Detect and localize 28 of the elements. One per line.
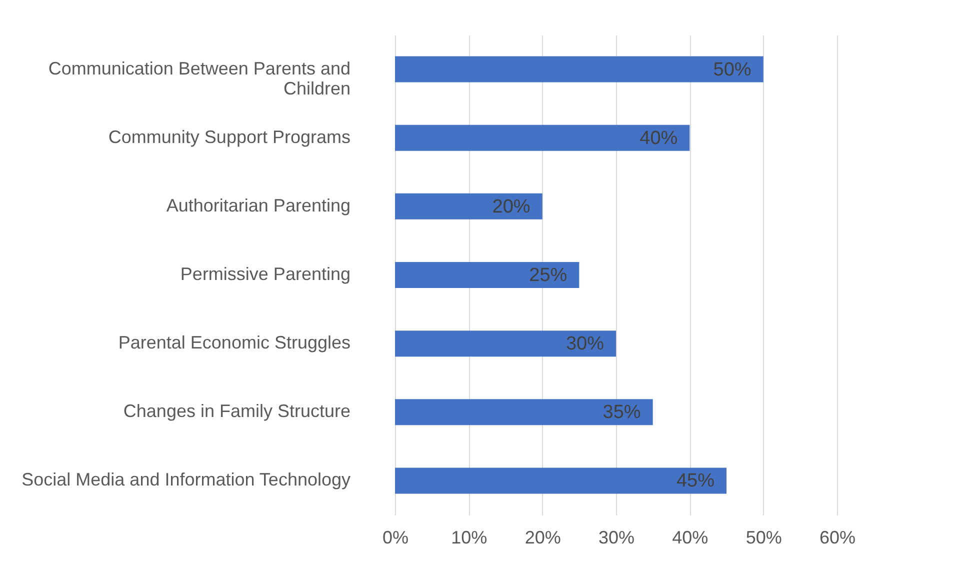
- x-tick-label: 30%: [598, 528, 635, 548]
- bar: [395, 124, 690, 151]
- bar: [395, 56, 764, 82]
- bar: [395, 193, 542, 220]
- y-tick-label: Authoritarian Parenting: [166, 195, 350, 216]
- data-label: 25%: [529, 265, 568, 286]
- bar: [395, 330, 616, 357]
- x-tick-label: 20%: [524, 528, 561, 548]
- y-tick-label: Permissive Parenting: [180, 264, 350, 284]
- y-tick-label: Parental Economic Struggles: [118, 332, 350, 353]
- x-tick-label: 50%: [746, 528, 782, 548]
- x-tick-label: 0%: [382, 528, 409, 548]
- y-tick-label: Community Support Programs: [108, 126, 350, 147]
- bar: [395, 399, 653, 426]
- x-tick-label: 60%: [819, 528, 856, 548]
- bar: [395, 262, 580, 288]
- data-label: 45%: [676, 470, 715, 492]
- bar: [395, 468, 726, 494]
- data-label: 20%: [492, 196, 530, 218]
- x-tick-label: 40%: [672, 528, 708, 548]
- data-label: 35%: [602, 402, 641, 424]
- y-tick-label: Changes in Family Structure: [123, 401, 350, 422]
- y-tick-label: Social Media and Information Technology: [22, 470, 350, 490]
- y-tick-label: Communication Between Parents and Children: [48, 58, 350, 98]
- x-tick-label: 10%: [451, 528, 488, 548]
- data-label: 40%: [640, 128, 678, 149]
- data-label: 50%: [713, 59, 752, 80]
- data-label: 30%: [566, 334, 604, 355]
